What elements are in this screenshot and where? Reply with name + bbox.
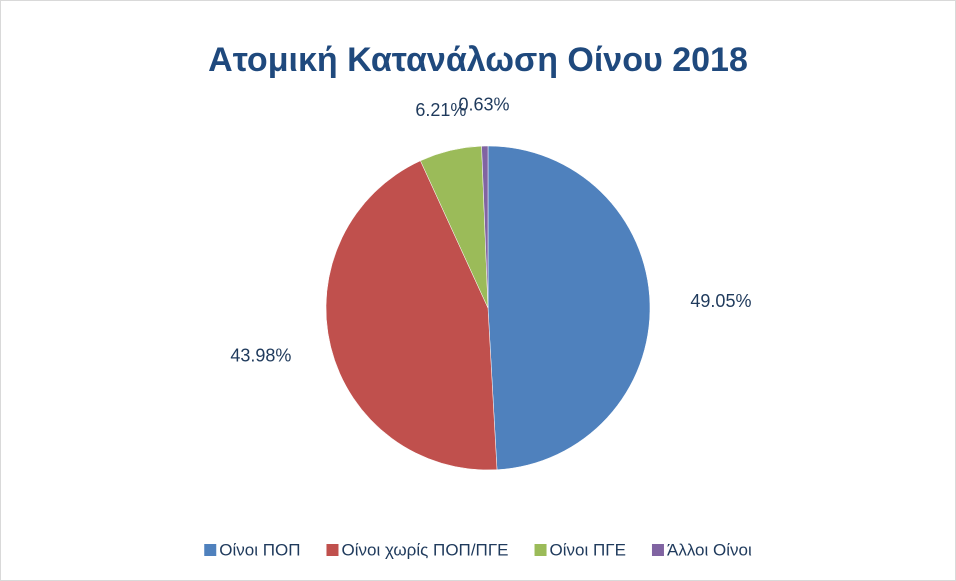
pie-slice <box>325 160 498 471</box>
legend-label: Οίνοι χωρίς ΠΟΠ/ΠΓΕ <box>341 540 508 559</box>
legend-swatch <box>204 544 217 556</box>
legend-label: Άλλοι Οίνοι <box>667 540 752 559</box>
legend-label: Οίνοι ΠΓΕ <box>550 540 626 559</box>
pie-slice <box>481 145 489 309</box>
data-label: 0.63% <box>458 94 509 114</box>
legend-swatch <box>651 544 664 556</box>
data-label: 43.98% <box>230 345 291 365</box>
legend-label: Οίνοι ΠΟΠ <box>219 540 300 559</box>
chart-title: Ατομική Κατανάλωση Οίνου 2018 <box>208 41 748 79</box>
data-label: 49.05% <box>690 291 751 311</box>
pie-slice <box>487 145 651 471</box>
legend-swatch <box>326 544 339 556</box>
legend-swatch <box>534 544 547 556</box>
data-label: 6.21% <box>415 100 466 120</box>
